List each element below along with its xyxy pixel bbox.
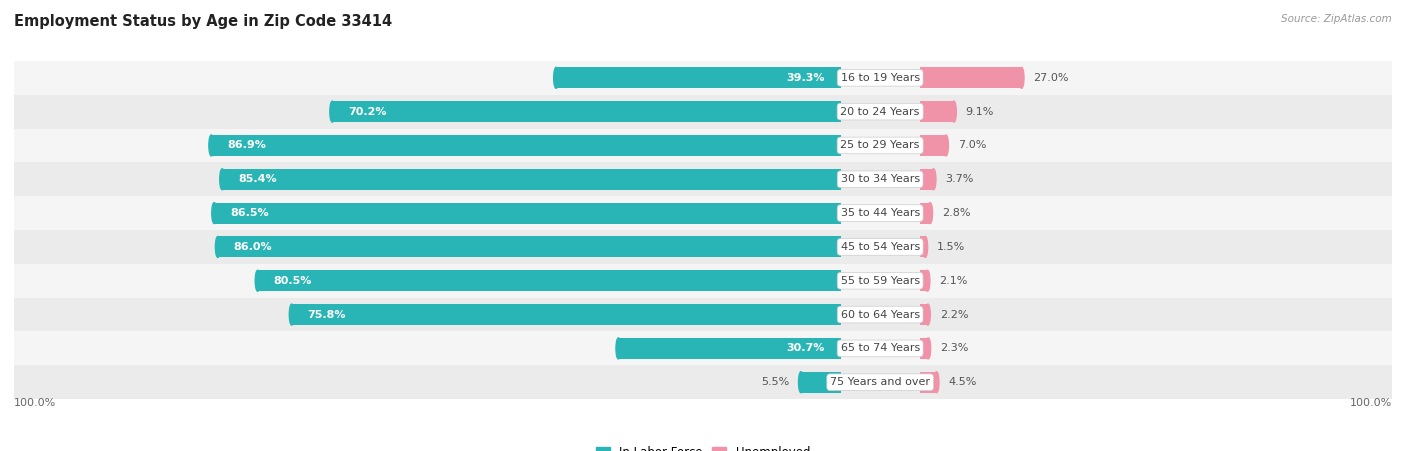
- Text: 75 Years and over: 75 Years and over: [830, 377, 931, 387]
- Circle shape: [290, 304, 294, 325]
- Text: 4.5%: 4.5%: [948, 377, 977, 387]
- Circle shape: [219, 169, 225, 190]
- Bar: [920, 135, 946, 156]
- Text: 75.8%: 75.8%: [308, 309, 346, 320]
- Text: 16 to 19 Years: 16 to 19 Years: [841, 73, 920, 83]
- Text: 2.8%: 2.8%: [942, 208, 970, 218]
- Circle shape: [922, 236, 928, 258]
- Text: 35 to 44 Years: 35 to 44 Years: [841, 208, 920, 218]
- Text: 20 to 24 Years: 20 to 24 Years: [841, 106, 920, 117]
- Circle shape: [554, 67, 558, 88]
- Text: 2.1%: 2.1%: [939, 276, 967, 286]
- Bar: [222, 169, 841, 190]
- Bar: [291, 304, 841, 325]
- Text: 25 to 29 Years: 25 to 29 Years: [841, 140, 920, 151]
- Text: 60 to 64 Years: 60 to 64 Years: [841, 309, 920, 320]
- Circle shape: [616, 338, 621, 359]
- Text: 65 to 74 Years: 65 to 74 Years: [841, 343, 920, 354]
- Text: 3.7%: 3.7%: [945, 174, 974, 184]
- Text: 86.5%: 86.5%: [231, 208, 269, 218]
- Circle shape: [925, 338, 931, 359]
- Bar: [257, 270, 841, 291]
- Circle shape: [925, 270, 929, 291]
- Circle shape: [931, 169, 936, 190]
- Text: 39.3%: 39.3%: [786, 73, 825, 83]
- Text: 86.9%: 86.9%: [226, 140, 266, 151]
- Bar: [920, 236, 925, 258]
- Bar: [920, 101, 953, 122]
- Circle shape: [925, 304, 931, 325]
- Bar: [14, 162, 1392, 196]
- Text: Source: ZipAtlas.com: Source: ZipAtlas.com: [1281, 14, 1392, 23]
- Text: Employment Status by Age in Zip Code 33414: Employment Status by Age in Zip Code 334…: [14, 14, 392, 28]
- Text: 80.5%: 80.5%: [273, 276, 312, 286]
- Text: 7.0%: 7.0%: [957, 140, 986, 151]
- Text: 27.0%: 27.0%: [1033, 73, 1069, 83]
- Legend: In Labor Force, Unemployed: In Labor Force, Unemployed: [591, 441, 815, 451]
- Bar: [14, 331, 1392, 365]
- Text: 55 to 59 Years: 55 to 59 Years: [841, 276, 920, 286]
- Circle shape: [212, 202, 217, 224]
- Text: 70.2%: 70.2%: [349, 106, 387, 117]
- Bar: [920, 67, 1022, 88]
- Text: 30.7%: 30.7%: [787, 343, 825, 354]
- Bar: [557, 67, 841, 88]
- Bar: [801, 372, 841, 393]
- Circle shape: [256, 270, 260, 291]
- Bar: [14, 196, 1392, 230]
- Text: 2.2%: 2.2%: [939, 309, 969, 320]
- Bar: [920, 372, 936, 393]
- Circle shape: [934, 372, 939, 393]
- Text: 1.5%: 1.5%: [936, 242, 966, 252]
- Bar: [14, 129, 1392, 162]
- Text: 100.0%: 100.0%: [1350, 398, 1392, 408]
- Circle shape: [799, 372, 803, 393]
- Bar: [14, 95, 1392, 129]
- Text: 86.0%: 86.0%: [233, 242, 273, 252]
- Text: 2.3%: 2.3%: [941, 343, 969, 354]
- Bar: [14, 230, 1392, 264]
- Bar: [14, 365, 1392, 399]
- Bar: [14, 264, 1392, 298]
- Bar: [14, 298, 1392, 331]
- Bar: [920, 169, 934, 190]
- Circle shape: [952, 101, 956, 122]
- Circle shape: [215, 236, 221, 258]
- Circle shape: [1019, 67, 1024, 88]
- Bar: [332, 101, 841, 122]
- Text: 30 to 34 Years: 30 to 34 Years: [841, 174, 920, 184]
- Circle shape: [209, 135, 214, 156]
- Text: 5.5%: 5.5%: [761, 377, 789, 387]
- Bar: [14, 61, 1392, 95]
- Bar: [218, 236, 841, 258]
- Text: 45 to 54 Years: 45 to 54 Years: [841, 242, 920, 252]
- Bar: [920, 304, 928, 325]
- Bar: [920, 338, 928, 359]
- Text: 85.4%: 85.4%: [238, 174, 277, 184]
- Bar: [920, 270, 928, 291]
- Circle shape: [330, 101, 335, 122]
- Bar: [211, 135, 841, 156]
- Text: 9.1%: 9.1%: [966, 106, 994, 117]
- Bar: [920, 202, 931, 224]
- Text: 100.0%: 100.0%: [14, 398, 56, 408]
- Bar: [619, 338, 841, 359]
- Circle shape: [943, 135, 949, 156]
- Bar: [214, 202, 841, 224]
- Circle shape: [928, 202, 932, 224]
